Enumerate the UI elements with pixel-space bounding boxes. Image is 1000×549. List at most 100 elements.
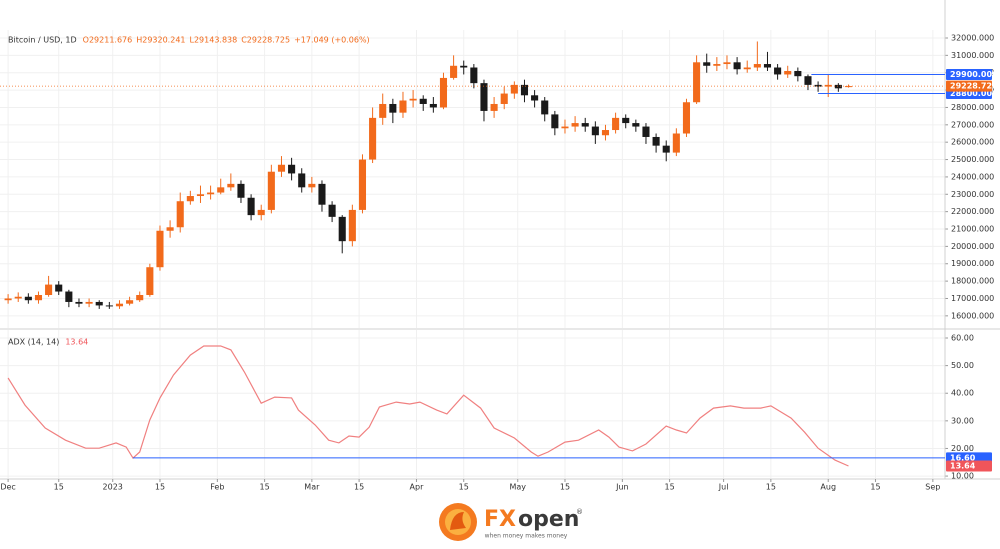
y-tick-label: 20.00 bbox=[951, 444, 974, 453]
y-tick-label: 10.00 bbox=[951, 472, 974, 481]
candle-body bbox=[834, 84, 842, 89]
candle-body bbox=[723, 62, 731, 65]
y-tick-label: 60.00 bbox=[951, 334, 974, 343]
candle-body bbox=[713, 64, 721, 66]
candle-body bbox=[237, 183, 245, 198]
candle-body bbox=[703, 62, 711, 66]
x-tick-label: Jul bbox=[718, 483, 729, 492]
brand-part2: open bbox=[518, 507, 579, 532]
candle-body bbox=[439, 77, 448, 108]
x-tick-label: 15 bbox=[155, 483, 165, 492]
x-tick-label: May bbox=[509, 483, 526, 492]
candle-body bbox=[480, 83, 488, 111]
adx-value: 13.64 bbox=[65, 338, 88, 347]
brand-tagline: when money makes money bbox=[485, 533, 568, 540]
y-tick-label: 25000.000 bbox=[951, 155, 994, 164]
candle-body bbox=[328, 204, 336, 217]
candle-body bbox=[298, 173, 306, 188]
panel: 16000.000 17000.000 18000.000 19000.000 2000… bbox=[0, 0, 1000, 330]
brand-part1: FX bbox=[484, 507, 516, 532]
ohlc-legend: C29228.725 bbox=[241, 36, 290, 45]
candle-body bbox=[601, 130, 610, 136]
candle-body bbox=[622, 117, 630, 124]
candle-body bbox=[126, 300, 134, 304]
y-tick-label: 27000.000 bbox=[951, 120, 994, 129]
ohlc-legend: +17.049 (+0.06%) bbox=[294, 36, 370, 45]
candle-body bbox=[45, 284, 53, 296]
candle-body bbox=[763, 64, 772, 68]
candle-body bbox=[814, 84, 822, 87]
ohlc-legend: L29143.838 bbox=[190, 36, 238, 45]
candle-body bbox=[217, 187, 225, 193]
y-tick-label: 23000.000 bbox=[951, 190, 994, 199]
x-tick-label: Sep bbox=[925, 483, 940, 492]
y-tick-label: 19000.000 bbox=[951, 259, 994, 268]
candle-body bbox=[561, 126, 569, 129]
candle-body bbox=[105, 305, 113, 307]
x-tick-label: 15 bbox=[459, 483, 469, 492]
adx-line bbox=[7, 345, 849, 467]
candle-body bbox=[379, 103, 387, 118]
candle-body bbox=[470, 67, 478, 84]
candle-body bbox=[743, 67, 751, 70]
logo-mane bbox=[450, 512, 466, 530]
candle-body bbox=[500, 93, 508, 104]
candle-body bbox=[358, 159, 367, 210]
candle-body bbox=[95, 301, 103, 306]
level-label: 16.60 bbox=[950, 453, 976, 462]
candle-body bbox=[156, 230, 164, 268]
candle-body bbox=[338, 216, 346, 242]
candle-body bbox=[65, 291, 73, 302]
candle-body bbox=[784, 70, 792, 75]
candle-body bbox=[136, 295, 144, 301]
candle-body bbox=[844, 86, 853, 88]
candle-body bbox=[389, 103, 397, 113]
level-box bbox=[946, 68, 992, 80]
x-tick-label: 15 bbox=[560, 483, 570, 492]
candle-body bbox=[733, 62, 741, 70]
candle-body bbox=[348, 209, 356, 242]
brand-logo: FX open ® when money makes money bbox=[439, 503, 583, 541]
candle-body bbox=[419, 98, 427, 104]
candle-body bbox=[682, 102, 691, 134]
x-tick-label: Feb bbox=[210, 483, 224, 492]
candle-body bbox=[460, 65, 468, 68]
candle-body bbox=[642, 126, 650, 137]
candle-body bbox=[227, 183, 235, 188]
y-tick-label: 17000.000 bbox=[951, 294, 994, 303]
candle-body bbox=[520, 84, 529, 96]
x-tick-label: Apr bbox=[410, 483, 425, 492]
y-tick-label: 21000.000 bbox=[951, 225, 994, 234]
candle-body bbox=[541, 100, 549, 115]
current-value-label: 29228.725 bbox=[950, 82, 998, 91]
candle-body bbox=[75, 301, 83, 304]
candle-body bbox=[429, 103, 437, 108]
candle-body bbox=[166, 227, 174, 231]
x-tick-label: 15 bbox=[354, 483, 364, 492]
candle-body bbox=[662, 145, 670, 153]
candle-body bbox=[591, 126, 599, 136]
x-tick-label: Jun bbox=[615, 483, 629, 492]
y-tick-label: 22000.000 bbox=[951, 207, 994, 216]
y-tick-label: 40.00 bbox=[951, 389, 974, 398]
candle-body bbox=[257, 209, 265, 216]
candle-body bbox=[14, 296, 22, 299]
candle-body bbox=[399, 100, 407, 113]
candle-body bbox=[115, 303, 124, 307]
x-tick-label: 15 bbox=[260, 483, 270, 492]
x-tick-label: 15 bbox=[766, 483, 776, 492]
x-tick-label: Dec bbox=[0, 483, 15, 492]
x-tick-label: Mar bbox=[304, 483, 320, 492]
candle-body bbox=[510, 84, 518, 94]
x-tick-label: 15 bbox=[665, 483, 675, 492]
candle-body bbox=[4, 298, 12, 301]
y-tick-label: 30.00 bbox=[951, 416, 974, 425]
candle-body bbox=[753, 64, 761, 68]
candle-body bbox=[794, 70, 802, 77]
ohlc-legend: H29320.241 bbox=[136, 36, 185, 45]
level-label: 29900.000 bbox=[950, 70, 998, 79]
current-value-box bbox=[946, 460, 992, 472]
y-tick-label: 26000.000 bbox=[951, 138, 994, 147]
candle-body bbox=[581, 123, 589, 127]
